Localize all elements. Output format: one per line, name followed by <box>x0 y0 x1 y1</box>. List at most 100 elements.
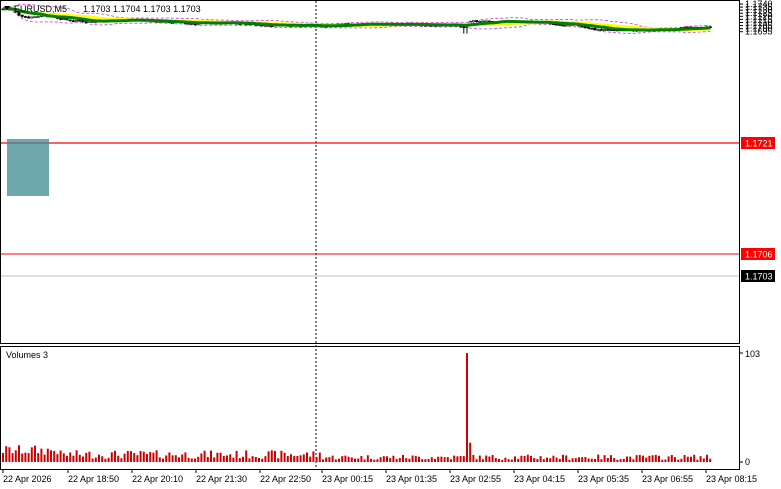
volume-bar <box>270 450 273 462</box>
current-price-label: 1.1703 <box>745 272 773 282</box>
volume-bar <box>264 456 267 462</box>
volume-bar <box>181 454 184 462</box>
volume-bar <box>366 455 369 462</box>
volume-bar <box>402 454 404 462</box>
volume-bar <box>379 457 382 462</box>
volume-bar <box>453 455 456 462</box>
volume-bar <box>517 458 520 462</box>
volume-bar <box>539 456 542 462</box>
price-tick-label: 1.1740 <box>745 0 773 9</box>
candle-body <box>471 20 475 23</box>
candle-body <box>81 20 85 23</box>
time-tick-label: 23 Apr 01:35 <box>386 474 437 484</box>
volume-bar <box>706 454 708 462</box>
volume-bar <box>414 455 417 462</box>
volume-bar <box>370 458 372 462</box>
volume-bar <box>610 455 612 462</box>
candle-body <box>583 26 587 28</box>
volume-bar <box>171 455 174 462</box>
volume-bar <box>619 459 622 462</box>
volume-bar <box>597 454 600 462</box>
dropdown-triangle-icon[interactable] <box>4 6 10 10</box>
volume-bar <box>312 451 315 462</box>
candle-body <box>599 29 603 31</box>
volume-bar <box>350 457 353 462</box>
candle-body <box>30 16 34 19</box>
volume-bar <box>206 456 209 462</box>
volume-bar <box>88 451 91 462</box>
volume-bar <box>514 456 516 462</box>
volume-bar <box>152 452 155 462</box>
volume-bar <box>491 455 494 462</box>
volume-bar <box>709 458 712 462</box>
candle-body <box>71 20 75 23</box>
volume-bar <box>504 457 507 462</box>
volume-bar <box>94 457 97 462</box>
volume-title: Volumes 3 <box>6 350 48 360</box>
volume-bar <box>59 450 62 462</box>
candle-body <box>561 24 565 27</box>
volume-bar <box>434 458 436 462</box>
volume-bar <box>91 458 94 462</box>
volume-bar <box>114 450 116 462</box>
price-tick-label: 1.1720 <box>745 11 773 21</box>
volume-bar <box>677 459 680 462</box>
volume-bar <box>56 454 59 462</box>
volume-bar <box>338 458 340 462</box>
volume-bar <box>536 459 539 462</box>
volume-bar <box>149 452 152 462</box>
volume-bar <box>683 455 686 462</box>
time-tick-label: 22 Apr 18:50 <box>68 474 119 484</box>
volume-bar <box>658 455 660 462</box>
volume-bar <box>274 450 276 462</box>
candle-body <box>20 14 24 17</box>
volume-bar <box>462 456 465 462</box>
volume-bar <box>8 447 11 462</box>
volume-bar <box>590 458 593 462</box>
volume-bar <box>360 456 363 462</box>
volume-bar <box>200 453 203 462</box>
volume-bar <box>629 456 632 462</box>
candle-body <box>36 16 40 18</box>
volume-bar <box>501 459 504 462</box>
volume-bar <box>78 454 81 462</box>
candle-body <box>17 11 21 16</box>
candle-body <box>462 26 466 28</box>
volume-bar <box>165 455 168 462</box>
volume-bar <box>533 458 536 462</box>
volume-bar <box>546 457 548 462</box>
volume-min-label: 0 <box>745 457 750 467</box>
volume-bar <box>126 451 129 462</box>
volume-bar <box>14 450 17 462</box>
volume-bar <box>549 458 552 462</box>
volume-bar <box>482 459 484 462</box>
volume-bar <box>120 458 123 462</box>
volume-bar <box>101 456 104 462</box>
volume-bar <box>110 452 113 462</box>
volume-bar <box>158 457 161 462</box>
volume-bar <box>606 457 609 462</box>
volume-bar <box>494 457 497 462</box>
candle-body <box>23 16 27 18</box>
volume-bar <box>581 457 584 462</box>
volume-bar <box>488 456 491 462</box>
volume-bar <box>24 452 27 462</box>
volume-bar <box>334 459 337 462</box>
candle-body <box>603 29 607 31</box>
volume-bar <box>69 452 72 462</box>
volume-max-label: 103 <box>745 349 760 359</box>
volume-bar <box>450 459 452 462</box>
volume-bar <box>328 457 331 462</box>
time-tick-label: 23 Apr 04:15 <box>514 474 565 484</box>
volume-bar <box>130 451 132 462</box>
volume-bar <box>216 452 219 462</box>
volume-bar <box>229 454 232 462</box>
volume-bar <box>642 455 644 462</box>
volume-bar <box>258 458 260 462</box>
volume-bar <box>427 458 430 462</box>
volume-bar <box>187 457 190 462</box>
volume-bar <box>290 454 292 462</box>
volume-bar <box>574 458 577 462</box>
volume-bar <box>123 453 126 462</box>
